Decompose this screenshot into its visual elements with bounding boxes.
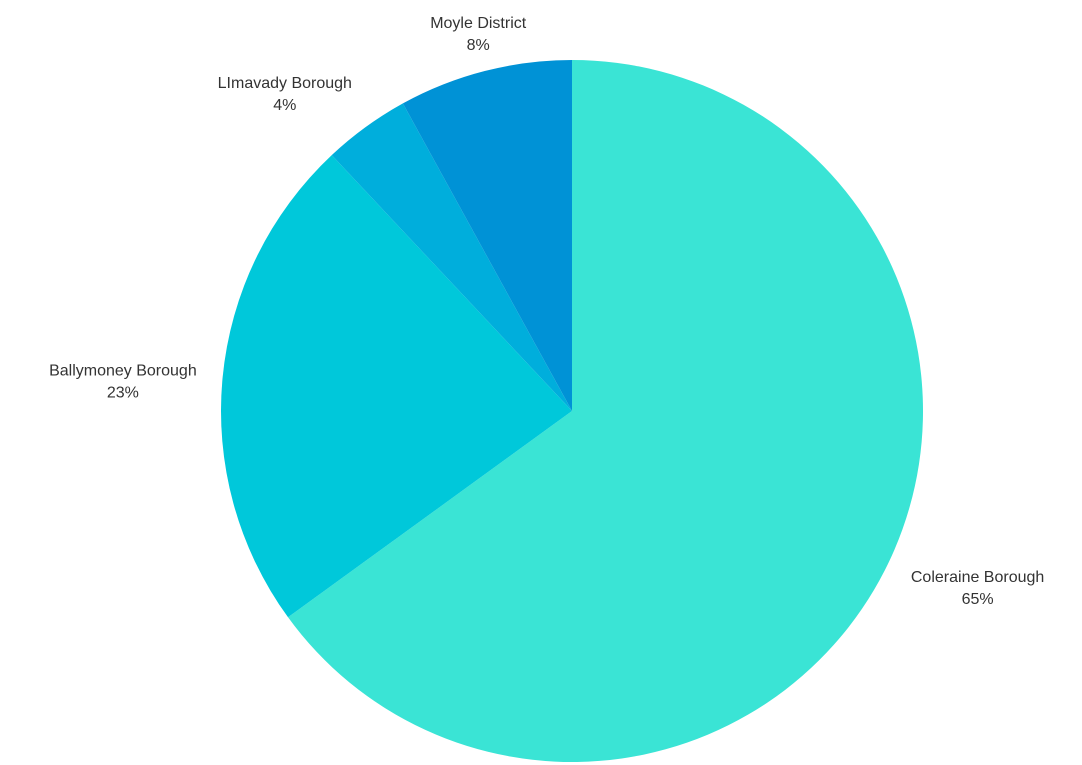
pie-slice-moyle-district[interactable] (402, 60, 572, 411)
pie-label-name: LImavady Borough (218, 75, 352, 92)
pie-label-percent: 4% (273, 97, 296, 114)
pie-label-name: Ballymoney Borough (49, 363, 197, 380)
pie-slice-limavady-borough[interactable] (331, 103, 572, 412)
pie-label-name: Coleraine Borough (911, 569, 1044, 586)
pie-labels: Coleraine Borough 65% Ballymoney Borough 23… (49, 15, 1044, 608)
pie-slice-coleraine-borough[interactable] (288, 60, 924, 762)
pie-label-percent: 65% (962, 591, 994, 608)
pie-label-ballymoney-borough: Ballymoney Borough 23% (49, 363, 197, 402)
pie-label-moyle-district: Moyle District 8% (430, 15, 527, 54)
pie-slices (221, 60, 924, 762)
pie-slice-ballymoney-borough[interactable] (221, 155, 572, 618)
pie-label-percent: 23% (107, 385, 139, 402)
pie-label-limavady-borough: LImavady Borough 4% (218, 75, 352, 114)
pie-label-coleraine-borough: Coleraine Borough 65% (911, 569, 1044, 608)
pie-label-percent: 8% (467, 37, 490, 54)
pie-label-name: Moyle District (430, 15, 527, 32)
